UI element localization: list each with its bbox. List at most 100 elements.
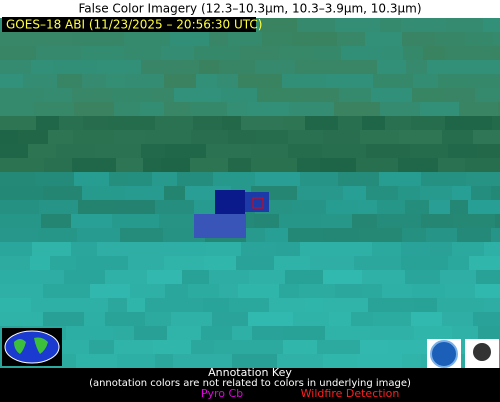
image-block <box>90 284 130 298</box>
image-block <box>493 32 500 46</box>
image-block <box>385 116 411 130</box>
image-block <box>478 102 498 116</box>
image-block <box>196 74 217 88</box>
image-block <box>323 270 362 284</box>
image-block <box>213 354 232 368</box>
image-block <box>114 340 153 354</box>
image-block <box>438 74 482 88</box>
image-block <box>398 158 438 172</box>
image-block <box>199 60 219 74</box>
image-block <box>97 256 128 270</box>
image-block <box>399 130 442 144</box>
image-block <box>155 200 194 214</box>
image-block <box>288 144 322 158</box>
title-bar <box>0 0 500 18</box>
image-block <box>159 214 196 228</box>
image-block <box>155 354 173 368</box>
image-block <box>423 46 445 60</box>
image-block <box>164 256 204 270</box>
image-block <box>453 214 495 228</box>
image-block <box>442 312 473 326</box>
image-block <box>97 242 133 256</box>
image-block <box>0 284 43 298</box>
image-block <box>452 242 484 256</box>
image-block <box>84 312 105 326</box>
image-block <box>229 298 269 312</box>
image-block <box>440 270 476 284</box>
image-block <box>401 256 448 270</box>
image-block <box>466 172 500 186</box>
image-block <box>213 172 255 186</box>
image-block <box>227 102 247 116</box>
image-block <box>0 88 44 102</box>
image-block <box>203 298 229 312</box>
image-block <box>0 158 44 172</box>
image-block <box>31 298 78 312</box>
image-block <box>279 214 321 228</box>
image-block <box>147 270 182 284</box>
image-block <box>276 242 300 256</box>
image-block <box>0 144 28 158</box>
image-block <box>356 158 398 172</box>
image-block <box>335 18 380 32</box>
image-block <box>420 102 459 116</box>
image-block <box>59 116 83 130</box>
image-block <box>105 270 147 284</box>
image-block <box>429 200 450 214</box>
image-block <box>468 200 500 214</box>
image-block <box>326 200 358 214</box>
image-block <box>217 74 238 88</box>
image-block <box>247 102 289 116</box>
image-block <box>279 284 299 298</box>
image-block <box>254 214 279 228</box>
image-block <box>338 116 362 130</box>
image-block <box>64 270 105 284</box>
image-block <box>430 242 452 256</box>
image-block <box>297 18 335 32</box>
image-block <box>0 242 32 256</box>
image-block <box>368 298 414 312</box>
image-block <box>402 228 426 242</box>
image-block <box>128 172 152 186</box>
image-block <box>124 46 161 60</box>
image-block <box>292 200 326 214</box>
image-block <box>221 88 257 102</box>
image-block <box>74 172 109 186</box>
image-block <box>222 116 241 130</box>
image-block <box>334 102 380 116</box>
image-block <box>285 270 323 284</box>
image-block <box>127 298 145 312</box>
image-block <box>95 144 141 158</box>
image-block <box>141 60 181 74</box>
image-block <box>128 256 164 270</box>
image-block <box>362 116 385 130</box>
image-block <box>151 88 174 102</box>
image-block <box>448 256 469 270</box>
image-block <box>366 144 410 158</box>
image-block <box>373 74 413 88</box>
image-block <box>256 130 288 144</box>
image-block <box>337 32 365 46</box>
image-block <box>338 172 379 186</box>
image-block <box>105 312 145 326</box>
image-block <box>112 214 159 228</box>
image-block <box>476 270 500 284</box>
image-block <box>166 298 203 312</box>
image-block <box>283 326 325 340</box>
image-block <box>194 46 240 60</box>
image-block <box>152 172 177 186</box>
image-block <box>0 116 36 130</box>
image-block <box>44 158 72 172</box>
key-item: Pyro Cb <box>201 387 243 400</box>
image-block <box>414 298 437 312</box>
image-block <box>0 200 39 214</box>
image-block <box>277 354 323 368</box>
image-block <box>108 116 155 130</box>
label-box <box>2 17 256 32</box>
image-block <box>228 32 262 46</box>
image-block <box>413 74 438 88</box>
image-block <box>377 214 421 228</box>
image-block <box>465 32 493 46</box>
image-block <box>219 284 238 298</box>
